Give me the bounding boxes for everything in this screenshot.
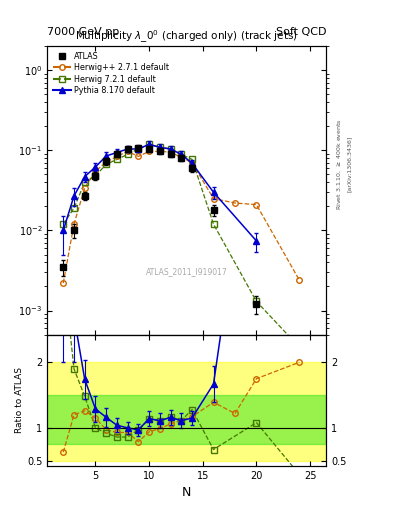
Bar bbox=[47, 362, 326, 461]
Title: Multiplicity $\lambda\_0^0$ (charged only) (track jets): Multiplicity $\lambda\_0^0$ (charged onl… bbox=[75, 29, 298, 46]
Text: Soft QCD: Soft QCD bbox=[276, 27, 326, 37]
Text: [arXiv:1306.3436]: [arXiv:1306.3436] bbox=[347, 136, 352, 192]
Text: Rivet 3.1.10, $\geq$ 400k events: Rivet 3.1.10, $\geq$ 400k events bbox=[336, 118, 343, 210]
X-axis label: N: N bbox=[182, 486, 191, 499]
Y-axis label: Ratio to ATLAS: Ratio to ATLAS bbox=[15, 367, 24, 433]
Bar bbox=[47, 395, 326, 444]
Text: ATLAS_2011_I919017: ATLAS_2011_I919017 bbox=[146, 267, 228, 276]
Text: 7000 GeV pp: 7000 GeV pp bbox=[47, 27, 119, 37]
Legend: ATLAS, Herwig++ 2.7.1 default, Herwig 7.2.1 default, Pythia 8.170 default: ATLAS, Herwig++ 2.7.1 default, Herwig 7.… bbox=[50, 49, 172, 98]
